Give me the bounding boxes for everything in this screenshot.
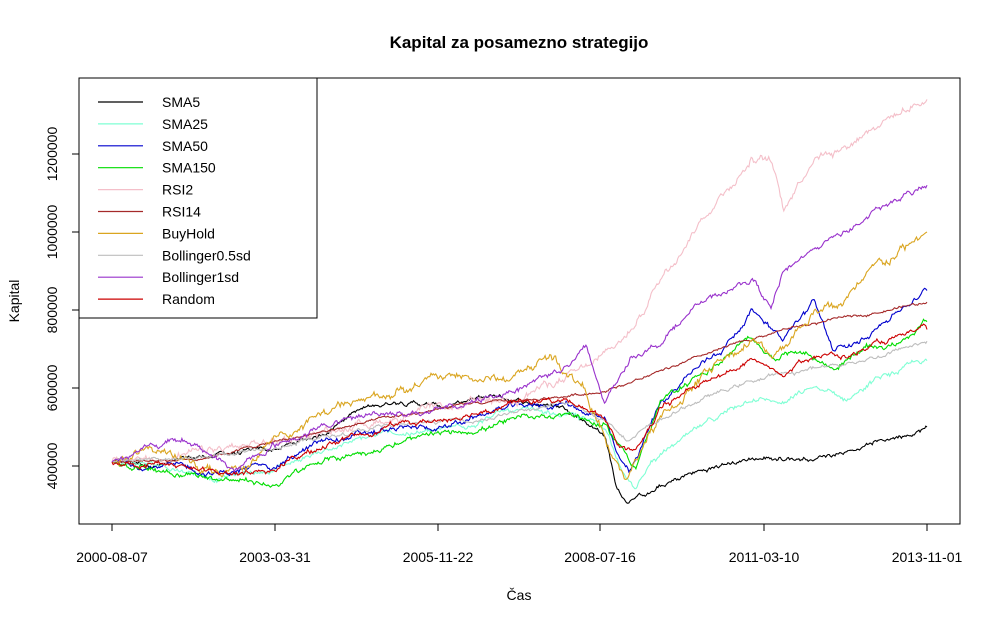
legend-label: BuyHold bbox=[162, 225, 215, 241]
y-tick-label: 800000 bbox=[44, 286, 60, 333]
series-line-bollinger1sd bbox=[111, 184, 928, 473]
x-axis-label: Čas bbox=[507, 587, 532, 603]
x-tick-label: 2003-03-31 bbox=[239, 549, 311, 565]
x-tick-label: 2008-07-16 bbox=[564, 549, 636, 565]
series-line-sma25 bbox=[111, 358, 928, 490]
legend-label: SMA5 bbox=[162, 94, 200, 110]
chart-title: Kapital za posamezno strategijo bbox=[390, 33, 649, 52]
x-axis: 2000-08-07 2003-03-31 2005-11-22 2008-07-16… bbox=[76, 523, 963, 565]
legend-label: RSI14 bbox=[162, 204, 201, 220]
series-line-sma50 bbox=[111, 287, 928, 478]
y-tick-label: 1200000 bbox=[44, 127, 60, 182]
legend-box bbox=[78, 77, 318, 319]
y-tick-label: 400000 bbox=[44, 442, 60, 489]
y-axis: 400000 600000 800000 1000000 1200000 bbox=[44, 127, 80, 489]
legend-label: RSI2 bbox=[162, 182, 193, 198]
series-line-sma5 bbox=[112, 393, 928, 504]
y-tick-label: 600000 bbox=[44, 364, 60, 411]
legend-label: SMA25 bbox=[162, 116, 208, 132]
legend-label: SMA150 bbox=[162, 160, 216, 176]
legend-label: Bollinger1sd bbox=[162, 269, 239, 285]
y-axis-label: Kapital bbox=[6, 280, 22, 323]
legend-label: Random bbox=[162, 291, 215, 307]
series-line-sma150 bbox=[111, 318, 928, 488]
x-tick-label: 2000-08-07 bbox=[76, 549, 148, 565]
series-line-bollinger0-5sd bbox=[111, 340, 928, 463]
series-line-buyhold bbox=[111, 231, 928, 480]
series-line-rsi14 bbox=[111, 301, 928, 464]
legend-label: Bollinger0.5sd bbox=[162, 247, 251, 263]
legend: SMA5 SMA25 SMA50 SMA150 RSI2 RSI14 BuyHold Boll… bbox=[78, 77, 318, 319]
legend-label: SMA50 bbox=[162, 138, 208, 154]
x-tick-label: 2011-03-10 bbox=[729, 549, 800, 565]
y-tick-label: 1000000 bbox=[44, 205, 60, 260]
series-line-random bbox=[111, 323, 928, 476]
series-layer bbox=[111, 99, 928, 504]
x-tick-label: 2005-11-22 bbox=[403, 549, 474, 565]
x-tick-label: 2013-11-01 bbox=[892, 549, 963, 565]
